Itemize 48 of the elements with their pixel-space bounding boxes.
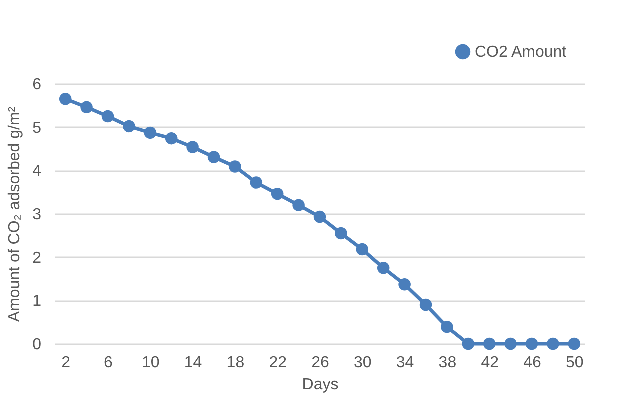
- point: [59, 93, 72, 106]
- x-axis-title: Days: [302, 376, 339, 394]
- point: [186, 141, 199, 154]
- point: [144, 126, 157, 140]
- point: [314, 210, 326, 224]
- x-tick-label: 2: [62, 354, 71, 372]
- y-tick-label: 3: [32, 206, 42, 224]
- x-tick-label: 18: [226, 354, 245, 372]
- x-tick-label: 46: [524, 354, 542, 372]
- point: [271, 188, 284, 200]
- y-tick-label: 6: [32, 76, 42, 94]
- x-tick-label: 34: [396, 354, 414, 372]
- y-axis-title: Amount of CO₂ adsorbed g/m²: [6, 106, 24, 322]
- point: [335, 227, 348, 240]
- x-tick-label: 6: [104, 354, 114, 372]
- y-tick-label: 2: [32, 250, 42, 267]
- x-tick-label: 22: [269, 354, 288, 372]
- point: [547, 338, 560, 350]
- point: [420, 298, 432, 312]
- x-tick-label: 50: [566, 354, 584, 372]
- point: [377, 262, 390, 274]
- y-tick-label: 1: [32, 293, 42, 310]
- y-tick-label: 4: [32, 163, 42, 180]
- point: [483, 338, 496, 350]
- point: [229, 160, 242, 173]
- point: [526, 338, 538, 350]
- x-tick-label: 10: [142, 354, 160, 372]
- point: [123, 120, 136, 133]
- y-tick-label: 0: [32, 336, 42, 354]
- legend-label: CO2 Amount: [475, 44, 568, 61]
- point: [568, 338, 581, 350]
- point: [250, 176, 263, 189]
- point: [504, 338, 517, 350]
- point: [356, 243, 369, 256]
- point: [462, 338, 475, 350]
- x-tick-label: 38: [438, 354, 457, 372]
- x-tick-label: 14: [184, 354, 202, 372]
- point: [398, 278, 411, 291]
- point: [292, 199, 305, 212]
- point: [441, 320, 454, 334]
- point: [102, 110, 114, 123]
- x-tick-label: 30: [354, 354, 372, 372]
- y-tick-label: 5: [32, 120, 42, 137]
- point: [208, 151, 220, 164]
- point: [80, 101, 93, 114]
- x-tick-label: 26: [312, 354, 330, 372]
- x-tick-label: 42: [481, 354, 500, 372]
- point: [165, 132, 178, 145]
